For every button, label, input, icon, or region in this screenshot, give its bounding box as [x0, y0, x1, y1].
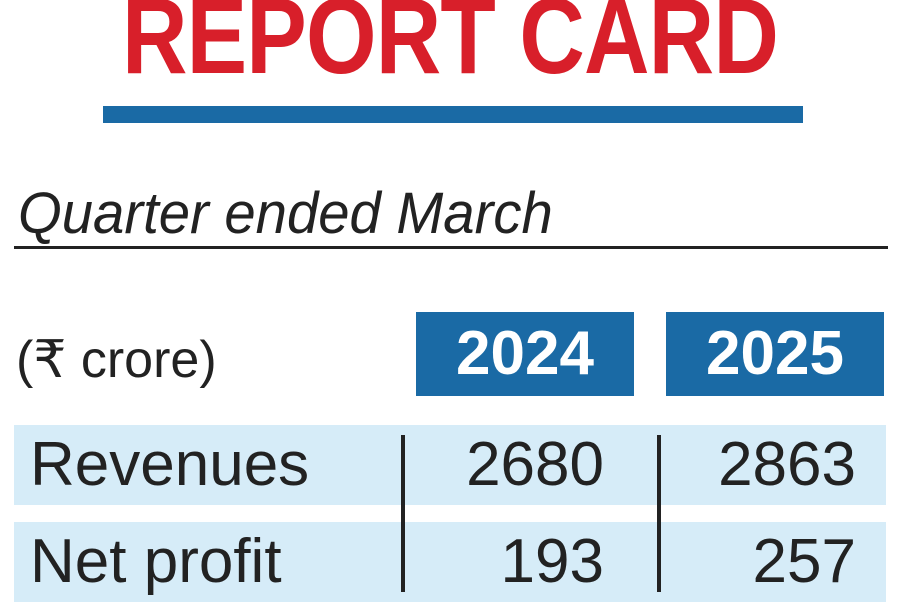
cell-revenues-2024: 2680: [466, 430, 604, 499]
cell-net-profit-2024: 193: [500, 527, 604, 596]
subtitle-divider: [14, 246, 888, 249]
cell-net-profit-2025: 257: [752, 527, 856, 596]
column-divider: [657, 435, 661, 592]
column-divider: [401, 435, 405, 592]
column-header-2025: 2025: [666, 312, 884, 396]
cell-revenues-2025: 2863: [718, 430, 856, 499]
row-label: Net profit: [30, 527, 282, 596]
unit-label: (₹ crore): [16, 331, 217, 389]
chart-subtitle: Quarter ended March: [18, 181, 553, 246]
table-row-revenues: Revenues 2680 2863: [14, 425, 886, 505]
title-underline: [103, 106, 803, 123]
table-row-net-profit: Net profit 193 257: [14, 522, 886, 602]
column-header-2024: 2024: [416, 312, 634, 396]
chart-title: REPORT CARD: [121, 0, 779, 96]
row-label: Revenues: [30, 430, 310, 499]
